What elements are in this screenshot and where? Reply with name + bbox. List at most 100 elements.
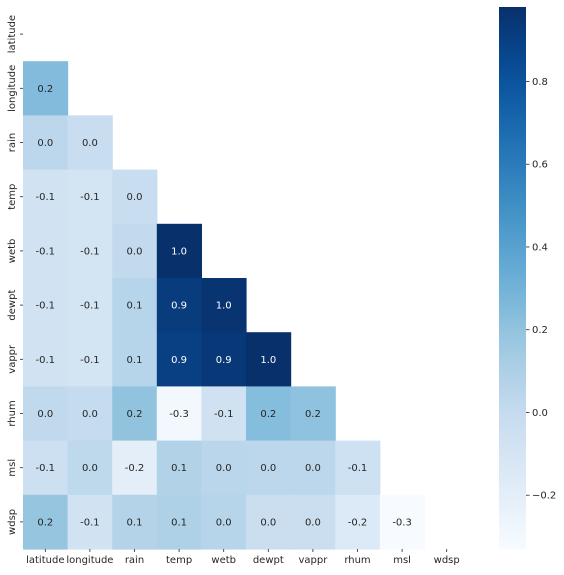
heatmap-cell-wetb-temp: [156, 223, 202, 279]
heatmap-cell-wetb-latitude: [23, 223, 69, 279]
cell-value-label: 1.0: [216, 301, 232, 312]
cell-value-label: 0.0: [216, 517, 232, 528]
cell-value-label: -0.1: [36, 246, 56, 257]
heatmap-cell-msl-latitude: [23, 440, 69, 496]
cell-value-label: 0.2: [260, 409, 276, 420]
heatmap-cell-vappr-dewpt: [246, 332, 292, 387]
x-tick-label-dewpt: dewpt: [253, 555, 284, 566]
cell-value-label: -0.2: [125, 463, 145, 474]
heatmap-cell-wdsp-longitude: [67, 494, 113, 550]
cell-value-label: 0.2: [37, 84, 53, 95]
cell-value-label: -0.1: [80, 517, 100, 528]
x-tick-label-latitude: latitude: [26, 555, 64, 566]
heatmap-cell-wdsp-rhum: [335, 494, 381, 550]
cell-value-label: 0.2: [127, 409, 143, 420]
x-tick-label-wdsp: wdsp: [434, 555, 460, 566]
heatmap-cell-msl-wetb: [201, 440, 247, 496]
heatmap-cell-wdsp-dewpt: [246, 494, 292, 550]
y-tick-label-rain: rain: [7, 133, 18, 152]
heatmap-cell-temp-longitude: [67, 169, 113, 225]
cell-value-label: 0.0: [260, 463, 276, 474]
colorbar-gradient: [499, 7, 526, 549]
y-tick-label-latitude: latitude: [7, 15, 18, 53]
y-tick-label-rhum: rhum: [7, 400, 18, 426]
heatmap-cell-rhum-longitude: [67, 386, 113, 442]
heatmap-cell-msl-temp: [156, 440, 202, 496]
cell-value-label: 0.9: [171, 301, 187, 312]
y-tick-label-vappr: vappr: [7, 344, 18, 374]
y-tick-label-temp: temp: [7, 184, 18, 210]
cell-value-label: 0.1: [127, 301, 143, 312]
heatmap-cell-wetb-longitude: [67, 223, 113, 279]
cell-value-label: 1.0: [260, 355, 276, 366]
y-axis-labels: latitude longitude rain temp wetb dewpt vappr r…: [7, 15, 23, 535]
heatmap-cell-wdsp-rain: [112, 494, 158, 550]
y-tick-label-wdsp: wdsp: [7, 509, 18, 535]
heatmap-cell-dewpt-rain: [112, 278, 158, 333]
heatmap-cell-dewpt-wetb: [201, 278, 247, 333]
cell-value-label: -0.1: [36, 192, 56, 203]
cell-value-label: 0.0: [216, 463, 232, 474]
cell-value-label: 0.0: [305, 463, 321, 474]
cell-value-label: -0.1: [36, 463, 56, 474]
x-tick-label-temp: temp: [166, 555, 192, 566]
x-tick-label-rain: rain: [125, 555, 144, 566]
heatmap-cells: 0.2 0.0 0.0 -0.1 -0.1 0.0 -0.1 -0.1 0.0 1.0 -0.1 -0…: [23, 61, 425, 550]
cell-value-label: -0.1: [80, 301, 100, 312]
x-tick-label-vappr: vappr: [298, 555, 328, 566]
cell-value-label: -0.1: [214, 409, 234, 420]
heatmap-cell-rhum-latitude: [23, 386, 69, 442]
heatmap-cell-wdsp-latitude: [23, 494, 69, 550]
cell-value-label: 0.1: [171, 463, 187, 474]
x-tick-label-msl: msl: [393, 555, 411, 566]
colorbar-tick-label: 0.4: [532, 242, 548, 253]
x-axis-labels: latitude longitude rain temp wetb dewpt vappr r…: [26, 549, 460, 566]
heatmap-cell-wdsp-msl: [379, 494, 425, 550]
cell-value-label: 0.2: [37, 517, 53, 528]
cell-value-label: -0.1: [36, 355, 56, 366]
heatmap-cell-rhum-vappr: [290, 386, 336, 442]
x-tick-label-rhum: rhum: [344, 555, 370, 566]
heatmap-cell-vappr-latitude: [23, 332, 69, 387]
cell-value-label: 1.0: [171, 246, 187, 257]
cell-value-label: -0.1: [80, 246, 100, 257]
heatmap-cell-msl-dewpt: [246, 440, 292, 496]
heatmap-cell-vappr-wetb: [201, 332, 247, 387]
colorbar-tick-label: 0.8: [532, 77, 548, 88]
cell-value-label: 0.0: [260, 517, 276, 528]
heatmap-cell-longitude-latitude: [23, 61, 69, 116]
heatmap-cell-rain-latitude: [23, 115, 69, 171]
heatmap-cell-rain-longitude: [67, 115, 113, 171]
cell-value-label: 0.9: [216, 355, 232, 366]
y-tick-label-wetb: wetb: [7, 239, 18, 264]
cell-value-label: -0.3: [392, 517, 412, 528]
heatmap-cell-temp-rain: [112, 169, 158, 225]
cell-value-label: 0.1: [127, 517, 143, 528]
heatmap-cell-wdsp-vappr: [290, 494, 336, 550]
cell-value-label: -0.3: [169, 409, 189, 420]
colorbar-tick-label: −0.2: [532, 491, 556, 502]
heatmap-cell-vappr-longitude: [67, 332, 113, 387]
cell-value-label: 0.0: [82, 463, 98, 474]
cell-value-label: 0.0: [37, 409, 53, 420]
heatmap-cell-dewpt-longitude: [67, 278, 113, 333]
heatmap-cell-rhum-dewpt: [246, 386, 292, 442]
heatmap-cell-wdsp-temp: [156, 494, 202, 550]
heatmap-cell-vappr-rain: [112, 332, 158, 387]
cell-value-label: 0.0: [82, 409, 98, 420]
y-tick-label-dewpt: dewpt: [7, 290, 18, 321]
heatmap-cell-vappr-temp: [156, 332, 202, 387]
cell-value-label: 0.9: [171, 355, 187, 366]
heatmap-cell-msl-vappr: [290, 440, 336, 496]
cell-value-label: -0.1: [36, 301, 56, 312]
colorbar-tick-label: 0.2: [532, 325, 548, 336]
cell-value-label: -0.1: [348, 463, 368, 474]
cell-value-label: 0.1: [171, 517, 187, 528]
heatmap-cell-dewpt-latitude: [23, 278, 69, 333]
cell-value-label: 0.0: [37, 138, 53, 149]
x-tick-label-longitude: longitude: [66, 555, 113, 566]
cell-value-label: 0.0: [82, 138, 98, 149]
cell-value-label: -0.2: [348, 517, 368, 528]
heatmap-cell-temp-latitude: [23, 169, 69, 225]
